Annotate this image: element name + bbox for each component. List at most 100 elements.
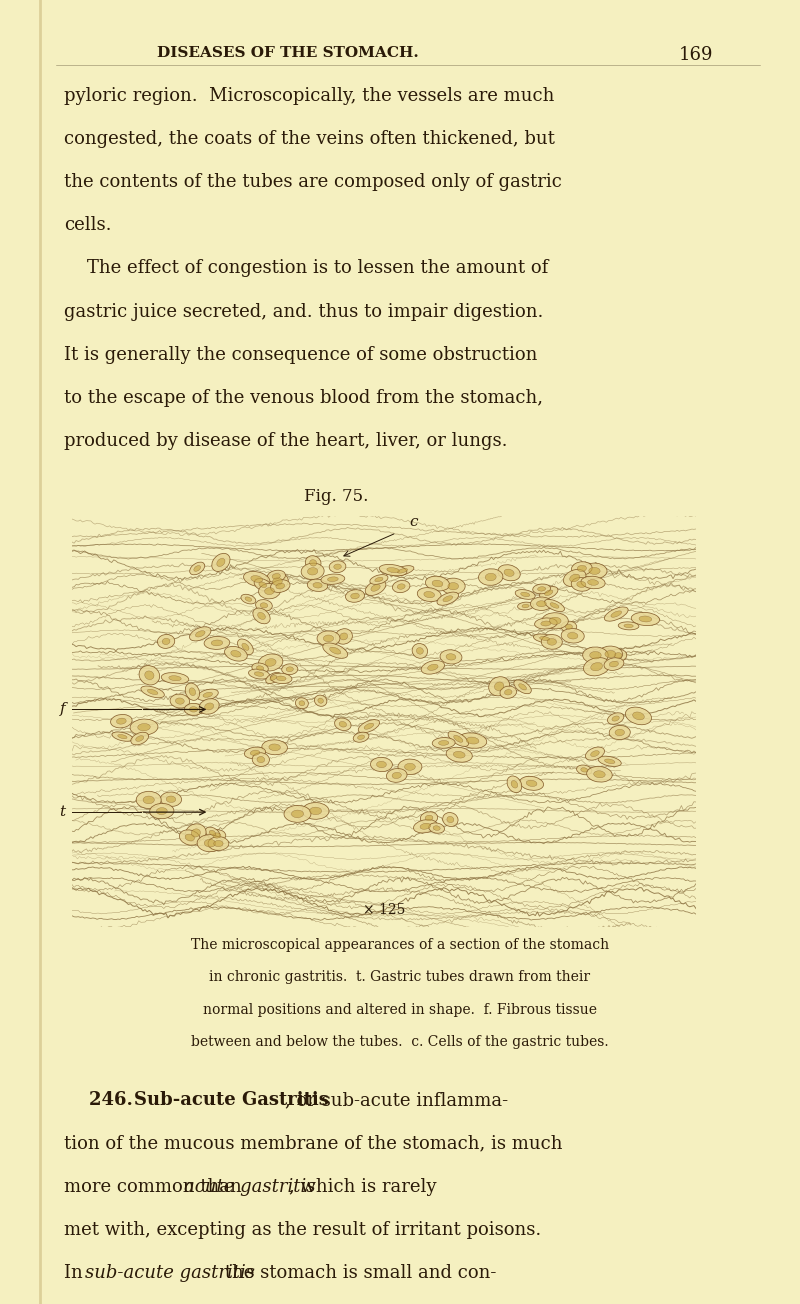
Ellipse shape	[272, 574, 280, 579]
Ellipse shape	[504, 569, 514, 576]
Text: The effect of congestion is to lessen the amount of: The effect of congestion is to lessen th…	[64, 259, 548, 278]
Ellipse shape	[160, 792, 182, 806]
Ellipse shape	[249, 669, 270, 679]
Ellipse shape	[256, 666, 264, 670]
Ellipse shape	[225, 647, 247, 661]
Ellipse shape	[282, 664, 298, 674]
Ellipse shape	[370, 575, 388, 584]
Ellipse shape	[321, 574, 345, 584]
Ellipse shape	[618, 622, 639, 630]
Ellipse shape	[437, 592, 458, 605]
Ellipse shape	[260, 602, 268, 608]
Ellipse shape	[405, 763, 415, 771]
Ellipse shape	[210, 831, 216, 836]
Ellipse shape	[605, 651, 616, 657]
Ellipse shape	[208, 837, 229, 850]
Ellipse shape	[170, 694, 190, 708]
Ellipse shape	[205, 703, 214, 709]
Ellipse shape	[284, 806, 311, 823]
Text: 246.: 246.	[64, 1091, 139, 1110]
Ellipse shape	[253, 608, 270, 623]
Ellipse shape	[563, 570, 586, 587]
Ellipse shape	[398, 584, 405, 589]
Ellipse shape	[212, 553, 230, 571]
Ellipse shape	[339, 721, 346, 728]
Ellipse shape	[255, 600, 272, 612]
Ellipse shape	[286, 666, 294, 672]
Ellipse shape	[366, 580, 386, 596]
Ellipse shape	[486, 574, 496, 580]
Ellipse shape	[582, 647, 608, 664]
Ellipse shape	[571, 578, 591, 591]
Ellipse shape	[145, 672, 154, 679]
Text: in chronic gastritis.  t. Gastric tubes drawn from their: in chronic gastritis. t. Gastric tubes d…	[210, 970, 590, 985]
Ellipse shape	[307, 567, 318, 575]
Ellipse shape	[443, 596, 453, 601]
Ellipse shape	[266, 673, 281, 683]
Ellipse shape	[540, 636, 550, 640]
Text: f: f	[60, 703, 66, 716]
Ellipse shape	[507, 776, 522, 793]
Ellipse shape	[537, 601, 546, 606]
Ellipse shape	[204, 636, 230, 649]
Ellipse shape	[138, 724, 150, 730]
Ellipse shape	[206, 827, 220, 838]
Ellipse shape	[605, 759, 615, 764]
Ellipse shape	[314, 695, 327, 707]
Ellipse shape	[412, 643, 428, 659]
Ellipse shape	[432, 580, 443, 587]
Ellipse shape	[522, 604, 529, 608]
Ellipse shape	[211, 640, 222, 645]
Ellipse shape	[270, 580, 290, 592]
Ellipse shape	[639, 615, 652, 622]
Ellipse shape	[520, 776, 543, 790]
Ellipse shape	[420, 823, 430, 829]
Ellipse shape	[270, 673, 292, 683]
Ellipse shape	[534, 618, 557, 629]
Ellipse shape	[273, 578, 282, 585]
Ellipse shape	[189, 687, 196, 695]
Text: pyloric region.  Microscopically, the vessels are much: pyloric region. Microscopically, the ves…	[64, 87, 554, 106]
Ellipse shape	[194, 566, 201, 571]
Ellipse shape	[494, 682, 504, 691]
Ellipse shape	[257, 756, 265, 763]
Ellipse shape	[442, 578, 465, 595]
Ellipse shape	[245, 597, 252, 601]
Ellipse shape	[112, 732, 133, 741]
Ellipse shape	[545, 600, 565, 612]
Ellipse shape	[162, 673, 189, 683]
Ellipse shape	[526, 780, 537, 786]
Ellipse shape	[518, 602, 534, 610]
Ellipse shape	[322, 643, 348, 659]
Ellipse shape	[505, 690, 512, 695]
Ellipse shape	[269, 745, 281, 751]
Ellipse shape	[245, 747, 266, 759]
Ellipse shape	[458, 733, 486, 748]
Ellipse shape	[327, 576, 338, 582]
Text: more common than: more common than	[64, 1178, 247, 1196]
Ellipse shape	[414, 820, 437, 833]
Ellipse shape	[191, 829, 201, 837]
Ellipse shape	[534, 634, 556, 643]
Ellipse shape	[259, 582, 266, 588]
Text: the contents of the tubes are composed only of gastric: the contents of the tubes are composed o…	[64, 173, 562, 192]
Ellipse shape	[530, 597, 552, 610]
Ellipse shape	[291, 810, 303, 818]
Ellipse shape	[538, 587, 546, 591]
Ellipse shape	[590, 662, 602, 670]
Ellipse shape	[208, 829, 226, 841]
Ellipse shape	[377, 762, 386, 768]
Ellipse shape	[607, 713, 624, 724]
Ellipse shape	[571, 562, 592, 575]
Text: In: In	[64, 1264, 89, 1282]
Ellipse shape	[448, 583, 458, 589]
Ellipse shape	[302, 802, 329, 819]
Ellipse shape	[354, 732, 369, 742]
Ellipse shape	[162, 638, 170, 644]
Text: to the escape of the venous blood from the stomach,: to the escape of the venous blood from t…	[64, 389, 543, 407]
Ellipse shape	[379, 565, 407, 576]
Ellipse shape	[276, 583, 285, 589]
Ellipse shape	[258, 613, 266, 619]
Ellipse shape	[270, 675, 277, 681]
Ellipse shape	[306, 556, 321, 570]
